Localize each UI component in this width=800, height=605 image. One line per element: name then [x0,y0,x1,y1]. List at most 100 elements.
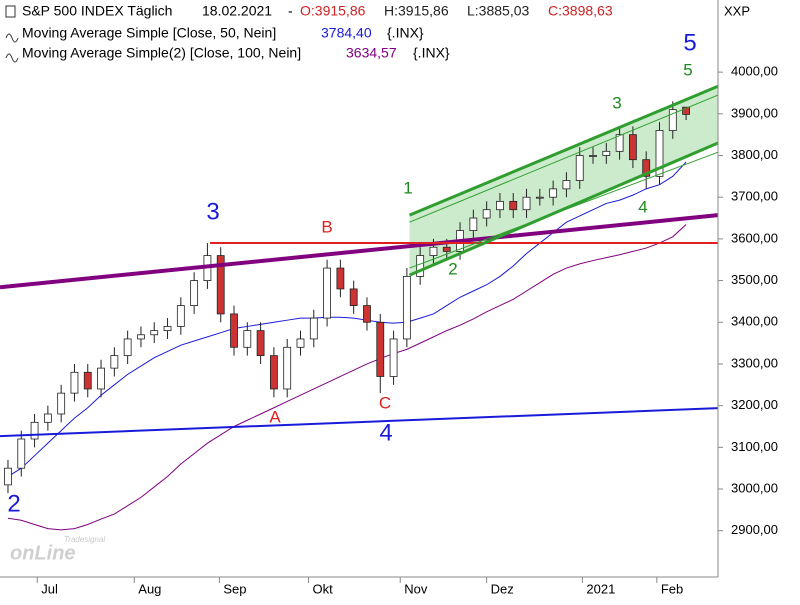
icon [5,33,19,43]
candle-body [535,196,544,199]
waves: 2 3 B A C 4 1 2 3 4 5 5 [7,29,696,517]
candle-body [482,209,491,219]
wave-label: 5 [683,29,696,56]
candle-body [416,255,425,277]
candle-body [682,106,690,115]
candle-body [629,134,637,161]
candle-body [70,371,79,394]
x-tick-label: Okt [312,581,333,596]
wave-label: 1 [403,178,412,197]
candle-body [363,305,371,323]
candle-body [296,338,305,348]
y-tick-label: 3800,00 [731,147,778,162]
candle-body [57,392,66,415]
wave-label: A [269,407,281,426]
candle-body [522,196,531,211]
y-tick-label: 3700,00 [731,189,778,204]
logo-text: onLine [10,542,76,564]
candle-body [668,109,677,131]
legend-name: Moving Average Simple [Close, 50, Nein] [22,25,276,41]
legend-value: 3634,57 [346,45,397,61]
ohlc-label: L:3885,03 [467,3,529,19]
candle-body [442,246,451,252]
candle-body [309,317,318,340]
wave-label: 5 [683,60,692,79]
candle-body [336,267,345,290]
logo-text: Tradesignal [64,535,105,544]
candle-body [256,330,265,357]
candle-body [323,267,331,319]
candle-body [163,326,172,332]
candle-body [469,217,478,231]
trend-line [409,151,719,269]
moving-average [7,224,687,531]
trend-line [0,213,719,290]
wave-label: 4 [379,419,392,446]
wave-label: 2 [448,259,457,278]
wave-label: 3 [612,93,621,112]
x-tick-label: Jul [41,581,58,596]
x-tick-label: Aug [138,581,161,596]
candle-body [176,305,185,327]
logo: Tradesignal onLine [10,535,105,564]
separator: - [288,3,293,19]
candle-body [589,155,597,157]
header: S&P 500 INDEX Täglich 18.02.2021 - O:391… [5,3,613,63]
candle-body [602,150,611,156]
candle-body [642,159,651,177]
candle-body [575,155,584,181]
wave-label: 2 [7,490,20,517]
y-tick-label: 3400,00 [731,314,778,329]
y-tick-label: 3500,00 [731,272,778,287]
trend-line [408,141,719,277]
candle-body [83,371,92,390]
y-tick-label: 3600,00 [731,230,778,245]
moving-average [7,161,687,477]
x-tick-label: Nov [404,581,428,596]
y-tick-label: 3200,00 [731,397,778,412]
y-tick-label: 3900,00 [731,105,778,120]
candle-body [150,330,159,336]
y-tick-label: 3000,00 [731,480,778,495]
candle-body [655,130,664,177]
y-tick-label: 4000,00 [731,64,778,79]
legend-suffix: {.INX} [413,45,450,61]
x-tick-label: Sep [223,581,246,596]
candle-body [509,200,518,211]
trend-line [409,94,719,223]
trend-line [0,407,719,438]
icon [5,53,19,63]
candle-body [123,338,132,357]
candle-body [17,438,26,469]
x-tick-label: Dez [491,581,514,596]
candle-body [349,288,358,306]
candle-body [615,134,624,152]
ohlc-label: C:3898,63 [548,3,613,19]
legend-value: 3784,40 [321,25,372,41]
icon [5,5,16,18]
candle-body [496,200,504,211]
y-tick-label: 3100,00 [731,439,778,454]
candle-body [97,367,105,390]
title: S&P 500 INDEX Täglich [22,3,172,19]
candle-body [110,355,119,369]
ohlc-label: O:3915,86 [300,3,366,19]
candle-body [216,255,225,315]
candle-body [137,334,145,340]
candle-body [283,346,292,390]
wave-label: C [379,393,391,412]
candle-body [389,338,398,377]
axis-label: XXP [724,3,750,18]
candle-body [4,467,12,486]
trend-line [408,84,719,217]
legend-name: Moving Average Simple(2) [Close, 100, Ne… [22,45,301,61]
candle-body [43,413,52,423]
candle-body [190,280,199,306]
candle-body [429,246,438,256]
wave-label: 3 [206,198,219,225]
y-tick-label: 2900,00 [731,522,778,537]
candle-body [270,355,278,390]
legend-suffix: {.INX} [387,25,424,41]
